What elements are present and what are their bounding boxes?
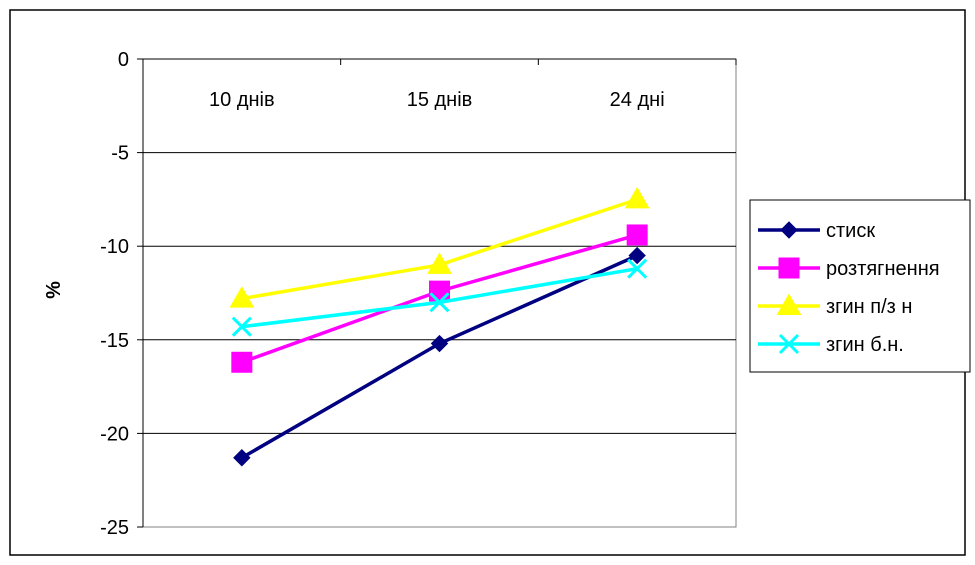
data-point <box>627 258 648 279</box>
data-point <box>231 351 253 373</box>
data-point <box>231 316 252 337</box>
legend-marker <box>778 257 800 279</box>
legend-marker <box>778 333 800 355</box>
series-1 <box>233 246 646 467</box>
legend-label: розтягнення <box>826 258 940 280</box>
y-tick-label: -20 <box>100 423 129 445</box>
y-tick-label: -10 <box>100 236 129 258</box>
legend-marker <box>780 221 798 239</box>
series-3 <box>229 186 650 308</box>
legend-item: розтягнення <box>758 257 940 280</box>
data-point <box>429 280 450 302</box>
data-point <box>430 334 449 353</box>
data-point <box>628 246 646 265</box>
data-point <box>233 449 251 467</box>
series-4 <box>231 258 648 337</box>
legend-item: згин б.н. <box>758 333 904 356</box>
y-tick-label: 0 <box>118 49 129 71</box>
data-point <box>624 186 650 209</box>
x-tick-label: 24 дні <box>610 89 665 111</box>
x-tick-label: 10 днів <box>209 89 275 111</box>
legend-label: згин б.н. <box>826 334 904 356</box>
legend-item: згин п/з н <box>758 293 912 318</box>
y-tick-label: -25 <box>100 517 129 539</box>
y-tick-label: -15 <box>100 330 129 352</box>
legend-item: стиск <box>758 220 875 242</box>
axes: 0 -5 -10 -15 -20 -25 10 днів 15 днів 24 дні <box>100 49 737 539</box>
data-point <box>427 252 452 274</box>
y-axis-title: % <box>43 281 65 299</box>
data-point <box>626 224 648 246</box>
data-point <box>429 292 450 313</box>
legend: стиск розтягнення згин п/з н згин б.н. <box>749 199 971 373</box>
series-2 <box>231 224 648 373</box>
series-lines <box>229 186 650 467</box>
x-tick-label: 15 днів <box>407 89 473 111</box>
legend-marker <box>776 293 802 315</box>
y-tick-label: -5 <box>111 143 129 165</box>
data-point <box>229 286 255 308</box>
legend-label: згин п/з н <box>826 296 912 318</box>
legend-label: стиск <box>826 220 875 242</box>
